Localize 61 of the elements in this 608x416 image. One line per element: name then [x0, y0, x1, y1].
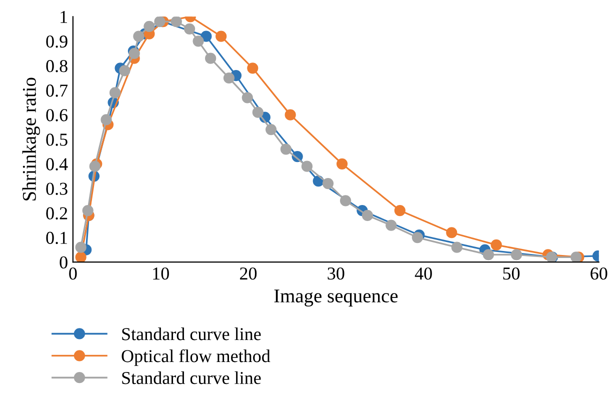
point	[133, 30, 144, 42]
y-tick-label: 1	[60, 10, 68, 23]
point	[570, 252, 582, 262]
legend-label: Standard curve line	[122, 371, 261, 384]
point	[144, 20, 155, 32]
x-tick-label: 60	[590, 267, 608, 280]
point	[119, 65, 130, 76]
point	[451, 242, 462, 253]
point	[205, 52, 216, 64]
y-tick-label: 0.6	[46, 109, 68, 122]
point	[109, 87, 121, 98]
point	[284, 109, 296, 120]
point	[154, 16, 166, 28]
point	[394, 204, 406, 216]
point	[82, 204, 94, 216]
y-tick-label: 0.7	[46, 84, 68, 97]
point	[301, 160, 313, 172]
y-tick-label: 0	[60, 256, 68, 269]
point	[280, 144, 292, 155]
point	[322, 178, 334, 190]
point	[75, 252, 86, 262]
y-axis-title: Shriinkage ratio	[22, 78, 40, 200]
y-tick-label: 0.8	[46, 60, 68, 72]
point	[252, 106, 264, 118]
point	[510, 249, 522, 260]
point	[247, 62, 258, 74]
point	[340, 195, 352, 206]
point	[412, 232, 423, 244]
y-tick-label: 0.4	[46, 158, 68, 170]
point	[100, 114, 112, 126]
point	[200, 30, 212, 42]
y-tick-label: 0.3	[46, 182, 68, 195]
y-tick-label: 0.2	[46, 207, 68, 220]
y-tick-label: 0.1	[46, 232, 68, 244]
point	[362, 210, 374, 221]
point	[75, 242, 86, 253]
point	[216, 30, 227, 42]
point	[192, 36, 204, 47]
point	[490, 239, 502, 250]
x-tick-label: 20	[240, 267, 257, 280]
point	[223, 72, 235, 84]
point	[266, 124, 277, 136]
y-tick-label: 0.9	[46, 35, 68, 48]
x-axis-title: Image sequence	[274, 290, 398, 307]
x-tick-label: 40	[414, 267, 432, 280]
point	[482, 249, 494, 260]
point	[336, 158, 348, 170]
x-tick-label: 0	[69, 267, 77, 280]
point	[242, 92, 253, 104]
legend-label: Optical flow method	[122, 349, 270, 366]
x-tick-label: 30	[328, 267, 344, 280]
legend-label: Standard curve line	[122, 328, 261, 340]
point	[128, 48, 140, 60]
point	[89, 160, 100, 172]
point	[184, 23, 196, 34]
x-tick-label: 50	[503, 267, 520, 280]
point	[446, 227, 458, 238]
x-tick-label: 10	[153, 267, 169, 280]
y-tick-label: 0.5	[46, 134, 68, 146]
point	[170, 16, 182, 28]
point	[386, 220, 397, 231]
